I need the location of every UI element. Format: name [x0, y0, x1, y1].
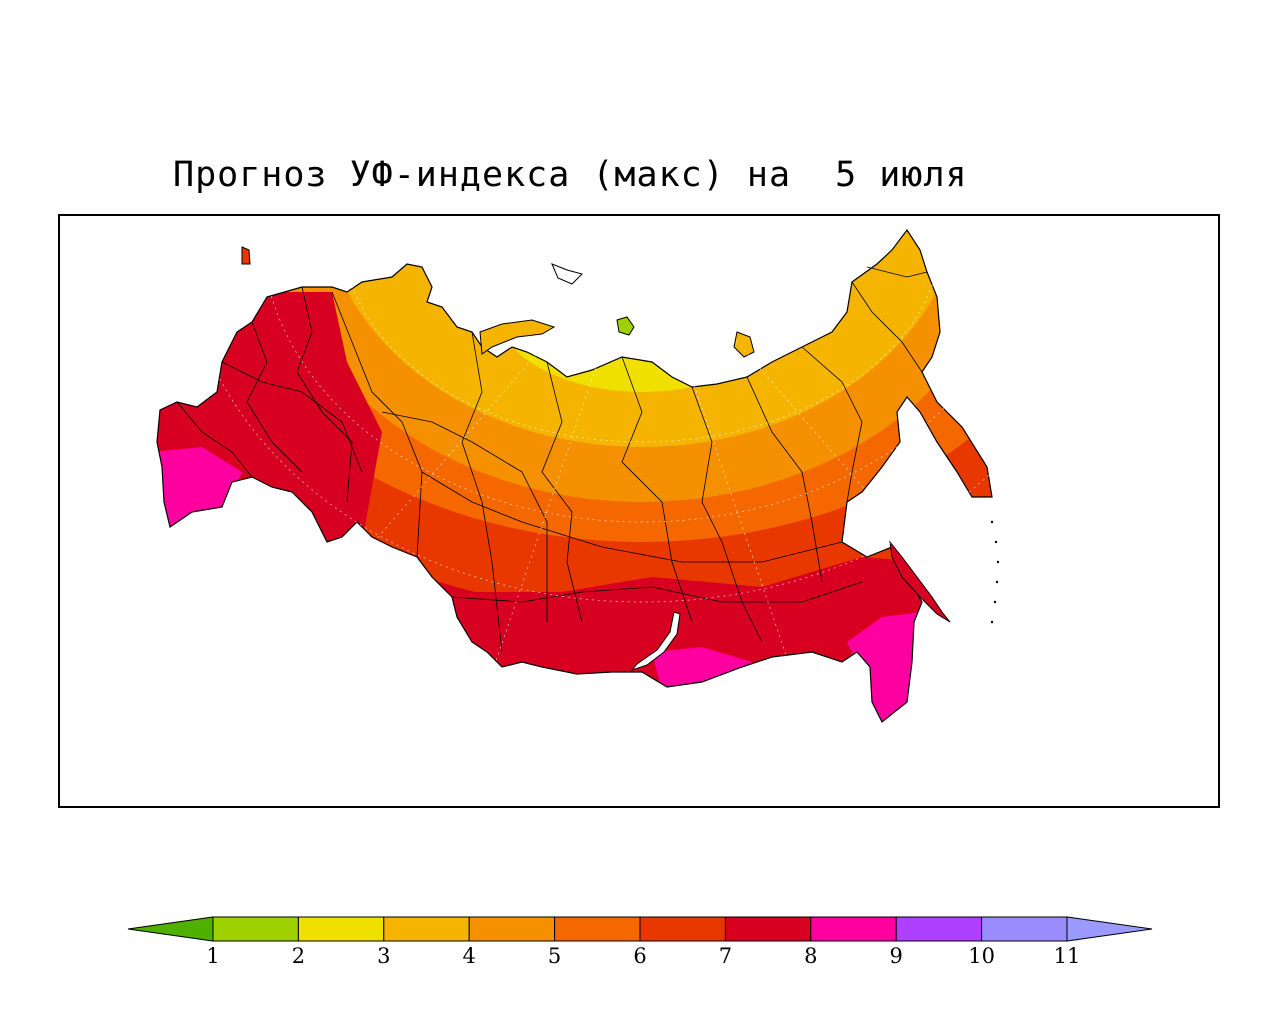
uv-index-map	[156, 216, 1103, 723]
colorbar-label-7: 7	[718, 944, 733, 968]
colorbar-under-triangle	[127, 916, 214, 942]
colorbar-bin-4-5	[468, 916, 556, 942]
colorbar-bin-5-6	[554, 916, 641, 942]
colorbar-bin-7-8	[724, 916, 812, 942]
sakhalin-island	[889, 540, 951, 623]
colorbar-bin-9-10	[895, 916, 983, 942]
new-siberian-island	[733, 331, 755, 358]
colorbar-label-10: 10	[968, 944, 995, 968]
graticule	[181, 216, 1103, 703]
map-title: Прогноз УФ-индекса (макс) на 5 июля	[0, 155, 1280, 205]
colorbar-svg	[127, 916, 1153, 942]
colorbar-bin-10-11	[981, 916, 1068, 942]
colorbar-label-6: 6	[633, 944, 647, 968]
colorbar-label-1: 1	[206, 944, 220, 968]
franz-josef-island	[241, 246, 251, 265]
colorbar-over-triangle	[1066, 916, 1153, 942]
uv-zones	[157, 230, 992, 722]
lake-baikal	[630, 611, 681, 672]
kuril-islands	[990, 520, 1000, 624]
map-frame	[58, 214, 1220, 808]
novaya-zemlya-island	[479, 319, 556, 355]
colorbar-label-2: 2	[291, 944, 306, 968]
colorbar-bin-8-9	[810, 916, 897, 942]
map-title-text: Прогноз УФ-индекса (макс) на 5 июля	[173, 155, 968, 195]
colorbar-label-5: 5	[547, 944, 562, 968]
colorbar-bin-3-4	[383, 916, 470, 942]
colorbar-bin-1-2	[212, 916, 299, 942]
arctic-archipelago	[551, 263, 583, 285]
colorbar-label-4: 4	[462, 944, 476, 968]
colorbar-label-11: 11	[1053, 944, 1081, 968]
colorbar-bin-2-3	[297, 916, 385, 942]
severnaya-zemlya-island	[616, 316, 635, 336]
zone-uv3	[492, 230, 792, 392]
regional-boundaries	[176, 266, 928, 653]
colorbar-label-3: 3	[377, 944, 391, 968]
colorbar-label-9: 9	[889, 944, 903, 968]
colorbar-bin-6-7	[639, 916, 726, 942]
zone-uv9-southwest	[157, 447, 242, 532]
colorbar-label-8: 8	[804, 944, 818, 968]
colorbar	[0, 900, 1280, 980]
